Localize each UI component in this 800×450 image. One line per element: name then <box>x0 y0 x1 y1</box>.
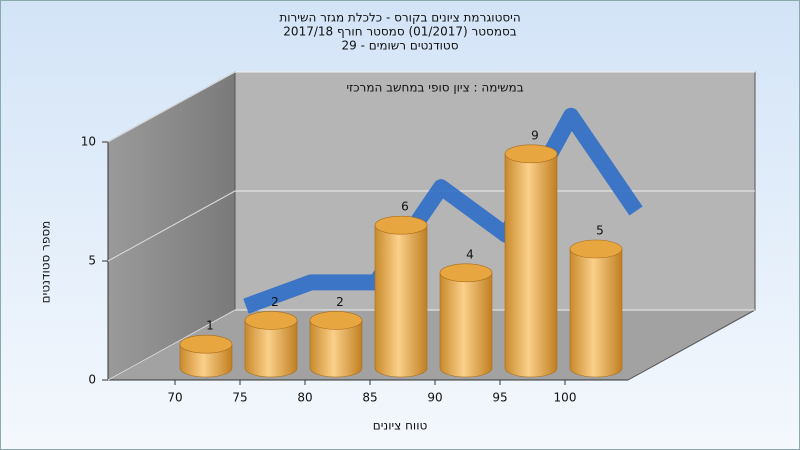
y-tick-label: 10 <box>81 135 96 149</box>
bar <box>439 272 493 378</box>
bar <box>179 343 233 378</box>
data-label: 2 <box>271 295 279 309</box>
grid-line <box>107 71 236 143</box>
x-tick-label: 70 <box>167 391 182 405</box>
x-tick-label: 100 <box>554 391 577 405</box>
x-axis-title: טווח ציונים <box>373 419 428 433</box>
data-label: 9 <box>531 128 539 142</box>
y-tick-label: 5 <box>88 254 96 268</box>
x-tick-label: 90 <box>427 391 442 405</box>
data-label: 5 <box>596 224 604 238</box>
subtitle: במשימה : ציון סופי במחשב המרכזי <box>346 81 523 95</box>
x-tick-label: 75 <box>232 391 247 405</box>
ribbon-line <box>243 107 643 314</box>
bar <box>504 153 558 378</box>
x-tick-label: 95 <box>492 391 507 405</box>
bar <box>244 320 298 378</box>
bar-top <box>309 311 363 330</box>
x-tick-label: 80 <box>297 391 312 405</box>
data-label: 6 <box>401 200 409 214</box>
bar-top <box>244 311 298 330</box>
x-tick-label: 85 <box>362 391 377 405</box>
bar-top <box>179 334 233 354</box>
data-label: 1 <box>206 319 214 333</box>
bar-top <box>504 144 558 164</box>
y-tick-label: 0 <box>88 373 96 387</box>
data-label: 4 <box>466 247 474 261</box>
bar <box>309 320 363 378</box>
y-axis-title: מספר סטודנטים <box>39 221 53 304</box>
title-line: בסמסטר (01/2017) סמסטר חורף 2017/18 <box>283 25 516 39</box>
grid-line <box>107 190 236 262</box>
bar-top <box>569 239 623 259</box>
bar-top <box>374 215 428 235</box>
data-label: 2 <box>336 295 344 309</box>
bar-top <box>439 263 493 283</box>
bar <box>569 248 623 378</box>
title-line: סטודנטים רשומים - 29 <box>341 39 458 53</box>
title-line: היסטוגרמת ציונים בקורס - כלכלת מגזר השיר… <box>279 11 520 25</box>
bar <box>374 224 428 378</box>
grid-line <box>107 309 236 381</box>
title: היסטוגרמת ציונים בקורס - כלכלת מגזר השיר… <box>279 11 520 53</box>
